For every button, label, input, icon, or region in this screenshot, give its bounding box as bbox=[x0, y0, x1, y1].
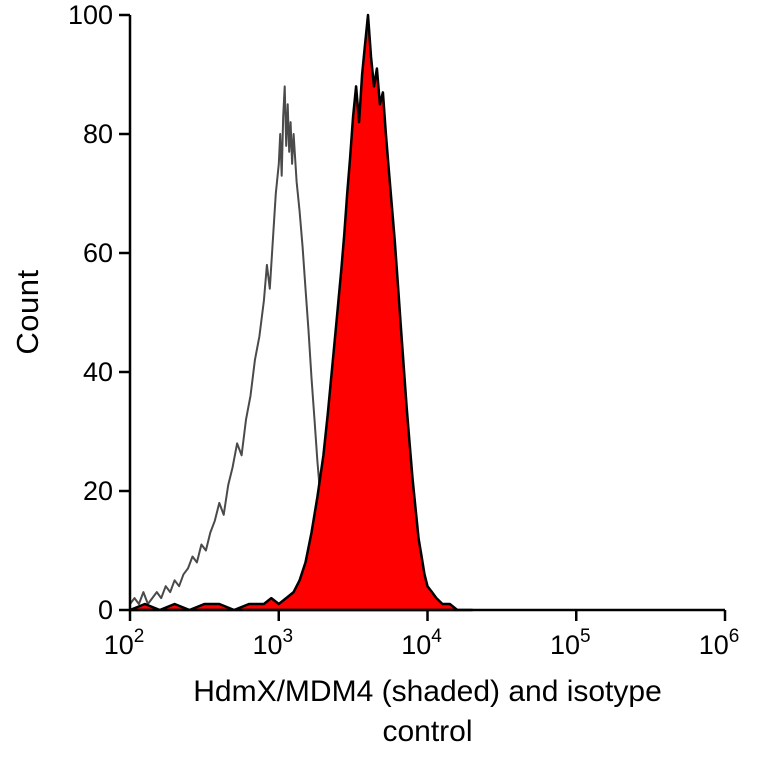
isotype-control-curve bbox=[129, 85, 369, 611]
x-tick-label: 105 bbox=[550, 626, 591, 660]
y-tick-label: 40 bbox=[83, 357, 113, 387]
hdmx-mdm4-shaded-curve bbox=[128, 13, 474, 612]
x-tick-label: 106 bbox=[699, 626, 740, 660]
x-axis-label-line2: control bbox=[382, 715, 473, 748]
x-tick-label: 103 bbox=[252, 626, 293, 660]
x-tick-label: 104 bbox=[401, 626, 442, 660]
x-axis-label: HdmX/MDM4 (shaded) and isotype control bbox=[130, 672, 725, 752]
y-tick-label: 80 bbox=[83, 119, 113, 149]
y-axis-label: Count bbox=[10, 269, 45, 355]
y-tick-label: 60 bbox=[83, 238, 113, 268]
x-tick-label: 102 bbox=[104, 626, 145, 660]
y-tick-label: 0 bbox=[98, 595, 113, 625]
y-tick-label: 100 bbox=[68, 0, 113, 30]
y-tick-label: 20 bbox=[83, 476, 113, 506]
x-axis-label-line1: HdmX/MDM4 (shaded) and isotype bbox=[193, 675, 662, 708]
